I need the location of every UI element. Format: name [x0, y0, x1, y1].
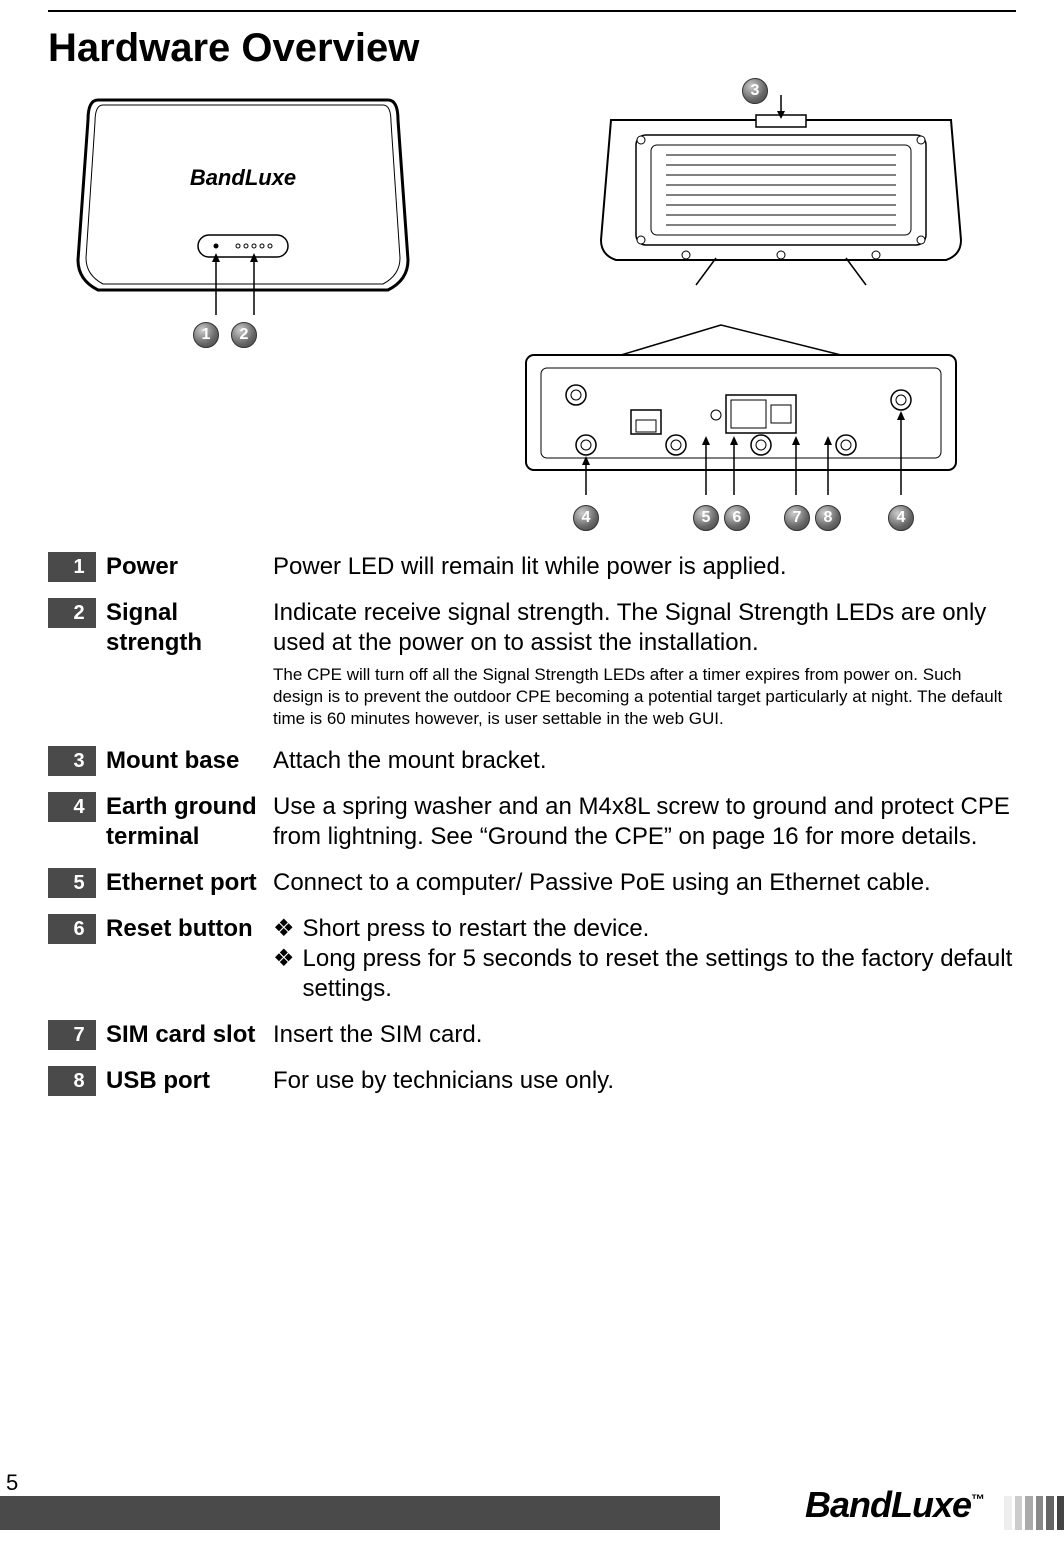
callout-badge-1: 1 — [193, 322, 219, 348]
legend-label-3: Mount base — [106, 746, 239, 776]
device-bottom-illustration — [506, 320, 976, 530]
callout-badge-8: 8 — [815, 505, 841, 531]
legend-num-6: 6 — [48, 914, 96, 944]
page-title: Hardware Overview — [48, 26, 419, 71]
legend-label-7: SIM card slot — [106, 1020, 255, 1050]
legend-num-5: 5 — [48, 868, 96, 898]
legend-row-1: 1 Power Power LED will remain lit while … — [48, 552, 1016, 582]
legend-row-7: 7 SIM card slot Insert the SIM card. — [48, 1020, 1016, 1050]
footer-bar — [0, 1496, 720, 1530]
legend-desc-3: Attach the mount bracket. — [273, 746, 1016, 776]
legend-desc-1: Power LED will remain lit while power is… — [273, 552, 1016, 582]
legend-desc-8: For use by technicians use only. — [273, 1066, 1016, 1096]
legend-row-3: 3 Mount base Attach the mount bracket. — [48, 746, 1016, 776]
legend-desc-6: ❖ Short press to restart the device. ❖ L… — [273, 914, 1016, 1004]
legend-label-5: Ethernet port — [106, 868, 257, 898]
bullet-icon: ❖ — [273, 914, 295, 944]
legend-desc-2-note: The CPE will turn off all the Signal Str… — [273, 664, 1016, 730]
hardware-diagram: BandLuxe 1 2 — [48, 80, 1016, 540]
legend-label-1: Power — [106, 552, 178, 582]
svg-text:BandLuxe: BandLuxe — [190, 165, 296, 190]
footer-brand: BandLuxe™ — [805, 1484, 984, 1526]
legend-desc-2: Indicate receive signal strength. The Si… — [273, 598, 1016, 730]
callout-badge-6: 6 — [724, 505, 750, 531]
legend-num-3: 3 — [48, 746, 96, 776]
tm-mark: ™ — [971, 1491, 984, 1507]
legend-row-8: 8 USB port For use by technicians use on… — [48, 1066, 1016, 1096]
top-rule — [48, 10, 1016, 12]
legend-desc-2-main: Indicate receive signal strength. The Si… — [273, 599, 986, 656]
callout-badge-2: 2 — [231, 322, 257, 348]
callout-badge-3: 3 — [742, 78, 768, 104]
legend-row-6: 6 Reset button ❖ Short press to restart … — [48, 914, 1016, 1004]
device-back-illustration — [586, 90, 976, 290]
footer: 5 BandLuxe™ — [0, 1488, 1064, 1538]
bullet-icon: ❖ — [273, 944, 295, 974]
legend-table: 1 Power Power LED will remain lit while … — [48, 552, 1016, 1112]
legend-row-4: 4 Earth ground terminal Use a spring was… — [48, 792, 1016, 852]
legend-row-5: 5 Ethernet port Connect to a computer/ P… — [48, 868, 1016, 898]
legend-num-8: 8 — [48, 1066, 96, 1096]
callout-badge-7: 7 — [784, 505, 810, 531]
legend-label-4: Earth ground terminal — [106, 792, 273, 852]
legend-desc-4: Use a spring washer and an M4x8L screw t… — [273, 792, 1016, 852]
legend-desc-7: Insert the SIM card. — [273, 1020, 1016, 1050]
callout-badge-5: 5 — [693, 505, 719, 531]
legend-label-2: Signal strength — [106, 598, 273, 658]
legend-label-8: USB port — [106, 1066, 210, 1096]
legend-num-7: 7 — [48, 1020, 96, 1050]
legend-row-2: 2 Signal strength Indicate receive signa… — [48, 598, 1016, 730]
brand-text: BandLuxe — [805, 1484, 971, 1525]
footer-stripes — [1004, 1496, 1064, 1530]
legend-num-2: 2 — [48, 598, 96, 628]
page-number: 5 — [6, 1470, 18, 1496]
callout-badge-4b: 4 — [888, 505, 914, 531]
legend-6-bullet-0: Short press to restart the device. — [303, 914, 650, 944]
legend-num-4: 4 — [48, 792, 96, 822]
callout-badge-4a: 4 — [573, 505, 599, 531]
legend-desc-5: Connect to a computer/ Passive PoE using… — [273, 868, 1016, 898]
legend-label-6: Reset button — [106, 914, 253, 944]
legend-num-1: 1 — [48, 552, 96, 582]
legend-6-bullet-1: Long press for 5 seconds to reset the se… — [303, 944, 1016, 1004]
